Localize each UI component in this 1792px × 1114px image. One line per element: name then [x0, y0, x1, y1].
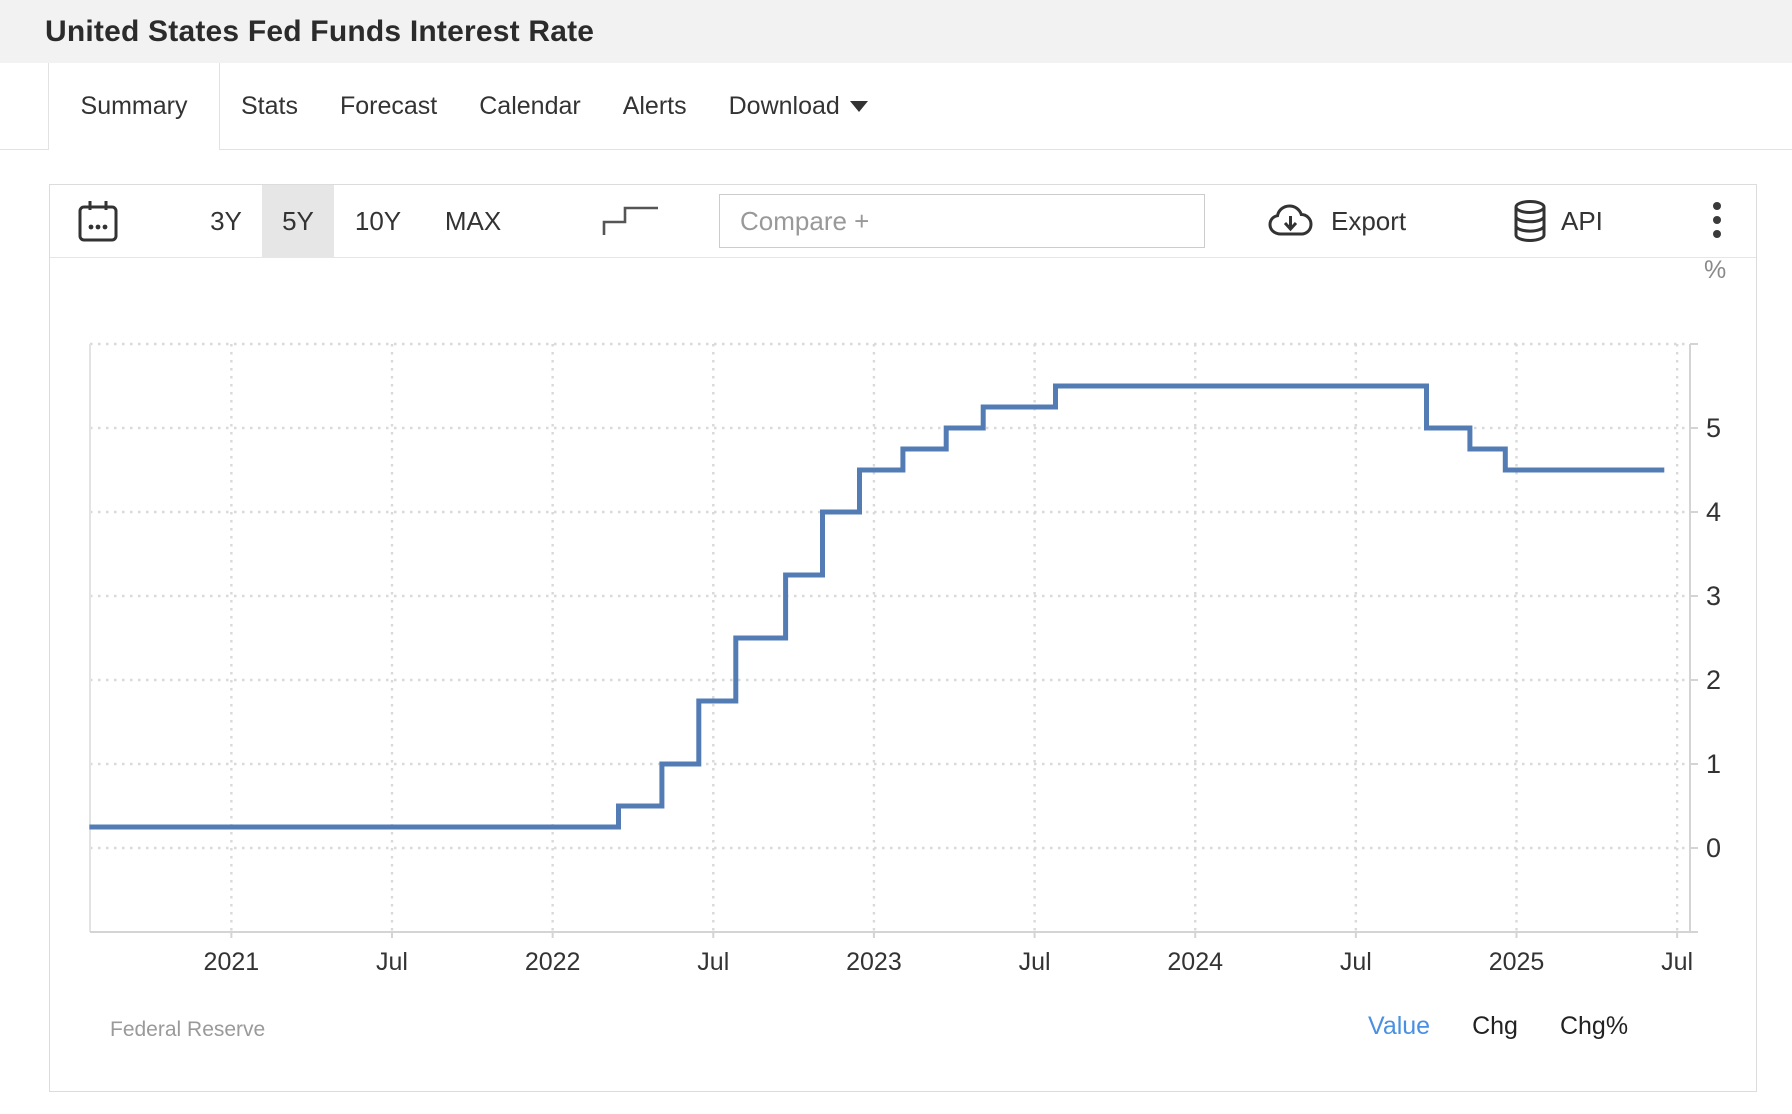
- range-10y-button[interactable]: 10Y: [342, 185, 414, 257]
- step-chart-type-button[interactable]: [598, 185, 664, 257]
- footer-mode-switcher: Value Chg Chg%: [1368, 1012, 1628, 1041]
- api-button[interactable]: API: [1512, 185, 1603, 257]
- cloud-download-icon: [1268, 204, 1313, 236]
- calendar-button[interactable]: [74, 185, 122, 257]
- tab-bar: Summary Stats Forecast Calendar Alerts D…: [0, 63, 1792, 150]
- source-label: Federal Reserve: [110, 1018, 266, 1041]
- export-button[interactable]: Export: [1268, 185, 1406, 257]
- export-label: Export: [1331, 205, 1407, 236]
- tab-summary-label: Summary: [80, 92, 188, 120]
- tab-download[interactable]: Download: [729, 63, 868, 149]
- range-max-button[interactable]: MAX: [433, 185, 513, 257]
- compare-input[interactable]: [719, 194, 1205, 248]
- tab-forecast[interactable]: Forecast: [340, 63, 437, 149]
- kebab-menu-button[interactable]: [1702, 185, 1732, 257]
- tab-alerts-label: Alerts: [622, 91, 687, 120]
- range-max-label: MAX: [444, 205, 502, 236]
- chart-toolbar: 3Y 5Y 10Y MAX Export: [50, 185, 1756, 258]
- range-5y-label: 5Y: [282, 205, 314, 236]
- header-band: United States Fed Funds Interest Rate: [0, 0, 1792, 63]
- tab-stats[interactable]: Stats: [241, 63, 298, 149]
- caret-down-icon: [849, 100, 868, 112]
- api-label: API: [1561, 205, 1603, 236]
- mode-value-link[interactable]: Value: [1368, 1012, 1431, 1040]
- calendar-icon: [78, 201, 118, 242]
- tab-spacer: [0, 63, 48, 149]
- range-3y-label: 3Y: [210, 205, 242, 236]
- chart-card: 3Y 5Y 10Y MAX Export: [49, 184, 1757, 1092]
- tab-alerts[interactable]: Alerts: [623, 63, 687, 149]
- mode-chg-link[interactable]: Chg: [1472, 1012, 1518, 1040]
- database-icon: [1514, 200, 1546, 243]
- tab-download-label: Download: [728, 91, 840, 120]
- range-10y-label: 10Y: [354, 205, 402, 236]
- kebab-menu-icon: [1713, 202, 1721, 238]
- tab-stats-label: Stats: [241, 91, 298, 120]
- mode-chgpct-link[interactable]: Chg%: [1559, 1012, 1629, 1040]
- page-title: United States Fed Funds Interest Rate: [45, 14, 595, 48]
- step-line-icon: [602, 206, 658, 235]
- tab-forecast-label: Forecast: [339, 91, 438, 120]
- range-3y-button[interactable]: 3Y: [196, 185, 256, 257]
- tab-summary[interactable]: Summary: [48, 63, 220, 150]
- tab-calendar[interactable]: Calendar: [479, 63, 580, 149]
- tab-calendar-label: Calendar: [479, 91, 581, 120]
- range-5y-button[interactable]: 5Y: [262, 185, 334, 257]
